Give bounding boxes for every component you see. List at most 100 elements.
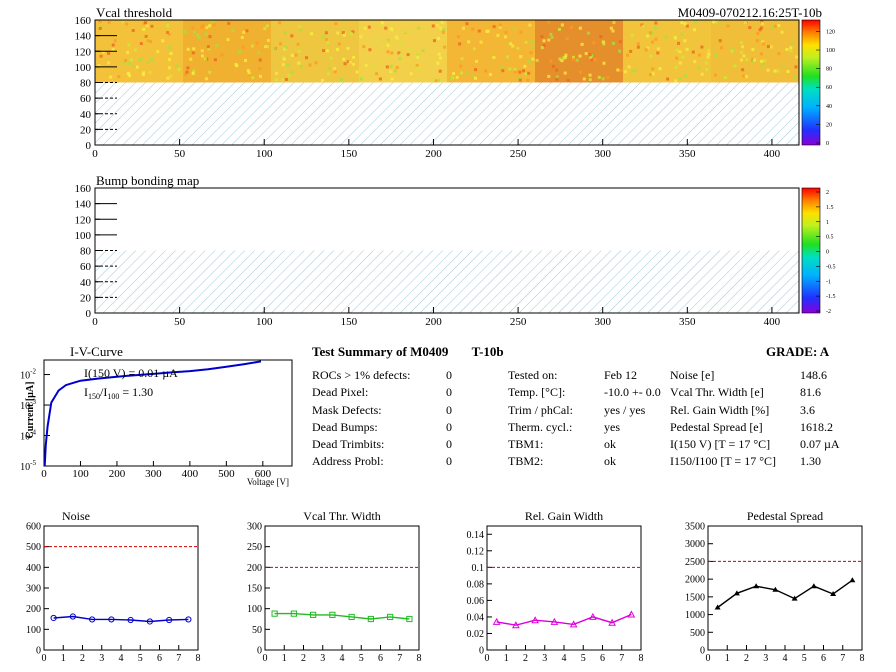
pixel-speckle bbox=[684, 22, 687, 25]
y-tick-label: 80 bbox=[80, 78, 92, 90]
pixel-speckle bbox=[241, 36, 244, 39]
chart-title: Noise bbox=[62, 509, 90, 523]
summary-label: Noise [e] bbox=[670, 367, 800, 384]
pixel-speckle bbox=[681, 56, 684, 59]
pixel-speckle bbox=[637, 42, 640, 45]
pixel-speckle bbox=[618, 50, 621, 53]
y-tick-label: 160 bbox=[75, 15, 92, 27]
pixel-speckle bbox=[701, 73, 704, 76]
pixel-speckle bbox=[146, 39, 149, 42]
summary-col1: ROCs > 1% defects: 0 Dead Pixel: 0 Mask Defe… bbox=[312, 367, 462, 471]
y-tick-label: 1500 bbox=[685, 592, 705, 603]
pixel-speckle bbox=[785, 48, 788, 51]
pixel-speckle bbox=[286, 64, 289, 67]
palette-tick-label: -2 bbox=[826, 309, 831, 315]
pixel-speckle bbox=[349, 61, 352, 64]
summary-row: Noise [e] 148.6 bbox=[670, 367, 870, 384]
pixel-speckle bbox=[654, 26, 657, 29]
pixel-speckle bbox=[456, 76, 459, 79]
x-tick-label: 150 bbox=[341, 148, 358, 160]
x-tick-label: 400 bbox=[764, 148, 781, 160]
summary-value: -10.0 +- 0.0 bbox=[604, 385, 661, 399]
y-tick-label: 250 bbox=[247, 542, 262, 553]
pixel-speckle bbox=[127, 44, 130, 47]
chart-title: Pedestal Spread bbox=[747, 509, 823, 523]
pixel-speckle bbox=[620, 69, 623, 72]
pixel-speckle bbox=[235, 64, 238, 67]
pixel-speckle bbox=[166, 24, 169, 27]
pixel-speckle bbox=[567, 79, 570, 82]
pixel-speckle bbox=[508, 67, 511, 70]
data-point bbox=[811, 583, 817, 588]
pixel-speckle bbox=[587, 32, 590, 35]
pixel-speckle bbox=[677, 42, 680, 45]
pixel-speckle bbox=[742, 75, 745, 78]
pixel-speckle bbox=[654, 22, 657, 25]
pixel-speckle bbox=[589, 78, 592, 81]
pixel-speckle bbox=[493, 25, 496, 28]
x-tick-label: 50 bbox=[174, 148, 186, 160]
pixel-speckle bbox=[654, 38, 657, 41]
pixel-speckle bbox=[593, 58, 596, 61]
pixel-speckle bbox=[681, 21, 684, 24]
x-tick-label: 200 bbox=[425, 316, 442, 328]
pixel-speckle bbox=[144, 21, 147, 24]
summary-value: 1618.2 bbox=[800, 420, 833, 434]
pixel-speckle bbox=[227, 38, 230, 41]
pixel-speckle bbox=[602, 42, 605, 45]
pixel-speckle bbox=[460, 71, 463, 74]
y-tick-label: 300 bbox=[26, 584, 41, 595]
pixel-speckle bbox=[379, 77, 382, 80]
summary-value: 0 bbox=[446, 454, 452, 468]
pixel-speckle bbox=[777, 52, 780, 55]
pixel-speckle bbox=[590, 58, 593, 61]
pixel-speckle bbox=[612, 42, 615, 45]
y-tick-label: 60 bbox=[80, 261, 92, 273]
pixel-speckle bbox=[523, 65, 526, 68]
pixel-speckle bbox=[527, 72, 530, 75]
pixel-speckle bbox=[439, 27, 442, 30]
pixel-speckle bbox=[360, 77, 363, 80]
summary-value: ok bbox=[604, 454, 616, 468]
pixel-speckle bbox=[611, 29, 614, 32]
pixel-speckle bbox=[542, 39, 545, 42]
pixel-speckle bbox=[652, 72, 655, 75]
pixel-speckle bbox=[251, 45, 254, 48]
pixel-speckle bbox=[782, 65, 785, 68]
palette-tick-label: 0 bbox=[826, 250, 829, 256]
pixel-speckle bbox=[168, 58, 171, 61]
summary-value: 0 bbox=[446, 420, 452, 434]
pixel-speckle bbox=[391, 28, 394, 31]
pixel-speckle bbox=[649, 31, 652, 34]
pixel-speckle bbox=[712, 20, 715, 23]
pixel-speckle bbox=[579, 71, 582, 74]
pixel-speckle bbox=[98, 20, 101, 23]
summary-label: Pedestal Spread [e] bbox=[670, 419, 800, 436]
pixel-speckle bbox=[107, 52, 110, 55]
pixel-speckle bbox=[362, 45, 365, 48]
summary-chart: Vcal Thr. Width0501001502002503000 1 2 3 4 5 6… bbox=[247, 509, 422, 664]
pixel-speckle bbox=[308, 63, 311, 66]
pixel-speckle bbox=[745, 58, 748, 61]
pixel-speckle bbox=[387, 39, 390, 42]
pixel-speckle bbox=[168, 66, 171, 69]
pixel-speckle bbox=[570, 26, 573, 29]
pixel-speckle bbox=[576, 59, 579, 62]
pixel-speckle bbox=[631, 69, 634, 72]
pixel-speckle bbox=[795, 55, 798, 58]
palette-tick-label: 120 bbox=[826, 29, 835, 35]
pixel-speckle bbox=[184, 30, 187, 33]
pixel-speckle bbox=[134, 49, 137, 52]
pixel-speckle bbox=[656, 51, 659, 54]
pixel-speckle bbox=[592, 41, 595, 44]
pixel-speckle bbox=[505, 31, 508, 34]
x-tick-label: 4 bbox=[340, 653, 345, 664]
pixel-speckle bbox=[657, 47, 660, 50]
pixel-speckle bbox=[282, 63, 285, 66]
pixel-speckle bbox=[715, 20, 718, 23]
pixel-speckle bbox=[285, 78, 288, 81]
pixel-speckle bbox=[760, 27, 763, 30]
x-tick-label: 8 bbox=[417, 653, 422, 664]
palette-tick-label: 0.5 bbox=[826, 235, 834, 241]
